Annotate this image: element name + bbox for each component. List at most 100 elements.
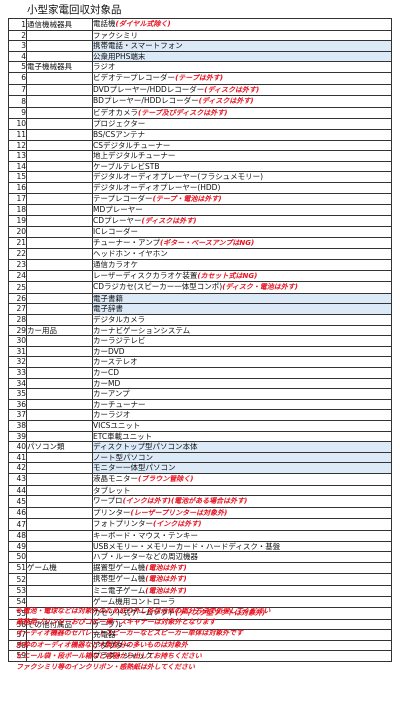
table-row: 15 デジタルオーディオプレーヤー(フラシュメモリー) (8, 171, 392, 183)
row-number: 37 (8, 409, 27, 421)
item-note: (インクは外す) (153, 520, 202, 529)
item-name: 通信カラオケ (93, 260, 139, 270)
row-number: 35 (8, 388, 27, 400)
row-number: 8 (8, 95, 27, 108)
item-name: ケーブルテレビSTB (93, 161, 160, 171)
category-cell (26, 472, 93, 486)
item-cell: CDラジカセ(スピーカー一体型コンポ)(ディスク・電池は外す) (92, 281, 392, 294)
category-cell (26, 303, 93, 316)
category-cell (26, 398, 93, 411)
item-name: カーラジテレビ (93, 336, 146, 346)
category-cell (26, 259, 93, 271)
row-number: 17 (8, 192, 27, 206)
item-cell: デジタルカメラ (92, 314, 392, 326)
category-cell: カー用品 (26, 324, 93, 337)
item-name: ワープロ (93, 496, 123, 506)
item-name: 電子辞書 (93, 304, 124, 314)
item-note: (テープ・電池は外す) (152, 194, 222, 203)
category-cell (26, 314, 93, 326)
item-cell: BS/CSアンテナ (92, 128, 392, 141)
table-row: 9 ビデオカメラ(テープ及びディスクは外す) (8, 106, 392, 120)
item-cell: 液晶モニター(ブラウン管除く) (92, 472, 392, 486)
item-cell: 携帯電話・スマートフォン (92, 40, 392, 52)
row-number: 39 (8, 430, 27, 443)
row-number: 45 (8, 495, 27, 508)
row-number: 3 (8, 40, 27, 52)
table-row: 28 デジタルカメラ (8, 314, 392, 326)
category-cell (26, 40, 93, 52)
row-number: 13 (8, 150, 27, 162)
category-cell (26, 495, 93, 508)
table-row: 42 モニター一体型パソコン (8, 462, 392, 474)
item-name: USBメモリー・メモリーカード・ハードディスク・基盤 (93, 541, 281, 551)
item-cell: プリンター(レーザープリンターは対象外) (92, 506, 392, 520)
item-note: (テープは外す) (175, 73, 224, 82)
category-cell (26, 29, 93, 42)
table-row: 11 BS/CSアンテナ (8, 128, 392, 141)
item-name: プロジェクター (93, 119, 146, 129)
item-note: (インクは外す)(電池がある場合は外す) (122, 497, 248, 506)
category-cell (26, 171, 93, 183)
category-cell: ゲーム機 (26, 561, 93, 575)
item-note: (ディスク・電池は外す) (222, 283, 298, 292)
table-row: 20 ICレコーダー (8, 226, 392, 238)
item-name: チューナー・アンプ (93, 237, 160, 247)
table-row: 32 カーステレオ (8, 356, 392, 368)
category-cell: 電子機械器具 (26, 61, 93, 73)
row-number: 29 (8, 324, 27, 337)
item-note: (テープ及びディスクは外す) (138, 108, 228, 117)
row-number: 16 (8, 181, 27, 194)
table-row: 13 地上デジタルチューナー (8, 150, 392, 162)
item-cell: ワープロ(インクは外す)(電池がある場合は外す) (92, 495, 392, 508)
item-name: CDプレーヤー (93, 215, 142, 225)
item-cell: ヘッドホン・イヤホン (92, 248, 392, 261)
item-cell: 電話機(ダイヤル式除く) (92, 18, 392, 31)
category-cell (26, 462, 93, 474)
item-cell: テープレコーダー(テープ・電池は外す) (92, 192, 392, 206)
item-name: タブレット (93, 485, 131, 495)
table-row: 39 ETC車載ユニット (8, 430, 392, 443)
table-row: 23 通信カラオケ (8, 259, 392, 271)
table-row: 47 フォトプリンター(インクは外す) (8, 518, 392, 531)
table-row: 46 プリンター(レーザープリンターは対象外) (8, 506, 392, 520)
item-name: カーMD (93, 378, 121, 388)
item-cell: VICSユニット (92, 419, 392, 432)
item-cell: カーナビゲーションシステム (92, 324, 392, 337)
table-row: 14 ケーブルテレビSTB (8, 160, 392, 173)
row-number: 14 (8, 160, 27, 173)
row-number: 40 (8, 441, 27, 453)
table-row: 3 携帯電話・スマートフォン (8, 40, 392, 52)
footnote-line: オーディオ機器のセパレートスピーカーなどスピーカー単体は対象外です (16, 629, 243, 638)
category-cell (26, 214, 93, 228)
item-name: デジタルカメラ (93, 315, 146, 325)
row-number: 15 (8, 171, 27, 183)
item-name: フォトプリンター (93, 519, 154, 529)
footnote-line: 木枠のオーディオ機器など木製部分の多いものは対象外 (16, 640, 188, 649)
item-cell: ノート型パソコン (92, 451, 392, 464)
item-name: 据置型ゲーム機 (93, 562, 146, 572)
item-name: MDプレーヤー (93, 205, 143, 215)
item-cell: 地上デジタルチューナー (92, 150, 392, 162)
table-row: 7 DVDプレーヤー/HDDレコーダー(ディスクは外す) (8, 83, 392, 97)
table-row: 51 ゲーム機 据置型ゲーム機(電池は外す) (8, 561, 392, 575)
category-cell (26, 248, 93, 261)
category-cell (26, 83, 93, 97)
item-name: カーアンプ (93, 389, 130, 399)
row-number: 41 (8, 451, 27, 464)
item-cell: カセット式ゲームソフト(ディスク型ソフトは対象外) (92, 607, 392, 620)
table-row: 35 カーアンプ (8, 388, 392, 400)
item-cell: ミニ電子ゲーム(電池は外す) (92, 584, 392, 598)
row-number: 31 (8, 345, 27, 358)
item-cell: モニター一体型パソコン (92, 462, 392, 474)
item-name: BS/CSアンテナ (93, 129, 146, 139)
category-cell (26, 192, 93, 206)
table-row: 55 カセット式ゲームソフト(ディスク型ソフトは対象外) (8, 607, 392, 620)
row-number: 27 (8, 303, 27, 316)
category-cell (26, 430, 93, 443)
item-cell: CSデジタルチューナー (92, 139, 392, 152)
item-cell: BDプレーヤー/HDDレコーダー(ディスクは外す) (92, 95, 392, 108)
table-row: 5 電子機械器具 ラジオ (8, 61, 392, 73)
item-note: (ブラウン管除く) (138, 474, 194, 483)
item-cell: デジタルオーディオプレーヤー(HDD) (92, 181, 392, 194)
row-number: 51 (8, 561, 27, 575)
